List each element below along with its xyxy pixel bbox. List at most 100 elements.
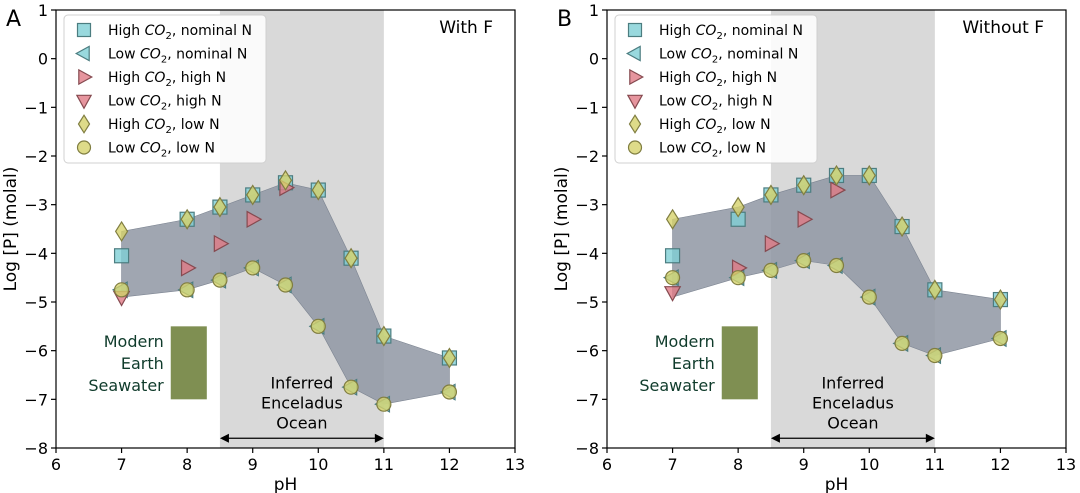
legend-entry: High CO2, high N <box>108 70 226 89</box>
y-tick-label: −2 <box>24 147 48 166</box>
data-point <box>894 335 910 351</box>
y-tick-label: 1 <box>38 1 48 20</box>
enceladus-arrow-right-head <box>374 433 384 443</box>
panel-title: With F <box>439 18 493 38</box>
data-point <box>113 282 130 298</box>
enceladus-label-line: Inferred <box>821 373 884 392</box>
y-tick-label: −1 <box>575 98 599 117</box>
data-point <box>763 262 779 278</box>
x-tick-label: 8 <box>182 455 192 474</box>
data-point <box>245 260 261 276</box>
seawater-label-line: Modern <box>655 332 715 351</box>
panel-title: Without F <box>962 18 1044 38</box>
y-axis-label: Log [P] (molal) <box>552 167 572 292</box>
data-point <box>179 282 195 298</box>
legend-entry: High CO2, nominal N <box>659 23 803 42</box>
enceladus-arrow-left-head <box>219 433 229 443</box>
legend-marker <box>76 140 92 155</box>
data-point <box>730 270 746 286</box>
seawater-label-line: Modern <box>104 332 164 351</box>
data-point <box>344 247 358 269</box>
x-tick-label: 6 <box>602 455 612 474</box>
legend-marker <box>626 94 644 110</box>
panel-b: Modern Earth Seawater InferredEnceladusOcea… <box>552 1 1076 493</box>
data-point <box>862 164 876 187</box>
x-tick-label: 8 <box>733 455 743 474</box>
x-tick-label: 12 <box>439 455 459 474</box>
data-point <box>664 270 681 286</box>
data-point <box>830 181 847 199</box>
y-axis-label: Log [P] (molal) <box>1 167 21 292</box>
x-axis-label: pH <box>825 475 849 493</box>
data-point <box>113 248 130 264</box>
data-point <box>796 253 812 269</box>
data-point <box>928 279 942 301</box>
data-point <box>442 347 457 369</box>
panel-label: A <box>6 7 21 32</box>
legend-marker <box>76 22 92 38</box>
legend-entry: High CO2, low N <box>108 117 220 136</box>
enceladus-label-line: Enceladus <box>261 393 343 412</box>
data-point <box>663 286 682 302</box>
y-tick-label: −5 <box>575 293 599 312</box>
y-tick-label: −4 <box>575 244 599 263</box>
axes-frame <box>55 9 516 449</box>
data-point <box>278 169 293 191</box>
data-point <box>180 259 197 277</box>
x-tick-label: 13 <box>505 455 525 474</box>
data-point <box>828 257 845 274</box>
enceladus-arrow-right-head <box>925 433 935 443</box>
data-point <box>441 384 458 400</box>
seawater-label-line: Seawater <box>639 376 715 395</box>
panel-a: Modern Earth Seawater InferredEnceladusOcea… <box>1 1 525 493</box>
data-point <box>829 164 844 187</box>
legend-marker <box>78 68 94 86</box>
y-tick-label: −8 <box>24 439 48 458</box>
data-point <box>377 325 391 347</box>
legend-entry: Low CO2, high N <box>108 94 222 113</box>
legend-box <box>614 14 818 164</box>
legend-marker <box>74 45 90 62</box>
data-point <box>764 184 778 206</box>
data-point <box>246 210 263 228</box>
y-tick-label: −6 <box>575 342 599 361</box>
legend-entry: Low CO2, nominal N <box>108 47 247 66</box>
data-point <box>213 196 227 218</box>
legend-entry: High CO2, high N <box>659 70 777 89</box>
legend-entry: Low CO2, high N <box>659 94 773 113</box>
legend-marker <box>628 114 642 134</box>
data-point <box>213 234 230 253</box>
data-point <box>310 318 326 334</box>
seawater-label-line: Earth <box>121 354 164 373</box>
legend-marker <box>627 140 643 155</box>
data-point <box>246 184 260 206</box>
y-tick-label: −4 <box>24 244 48 263</box>
enceladus-label-line: Inferred <box>270 373 333 392</box>
seawater-label-line: Earth <box>672 354 715 373</box>
y-tick-label: −1 <box>24 98 48 117</box>
x-tick-label: 10 <box>859 455 879 474</box>
data-point <box>764 234 781 253</box>
seawater-label-line: Seawater <box>88 376 164 395</box>
data-point <box>343 379 359 395</box>
x-tick-label: 13 <box>1056 455 1076 474</box>
data-point <box>731 196 745 218</box>
axes-frame <box>606 9 1067 449</box>
data-point <box>664 248 681 264</box>
enceladus-label-line: Ocean <box>276 413 327 432</box>
x-tick-label: 7 <box>116 455 126 474</box>
modern-seawater-box <box>170 326 207 400</box>
data-point <box>797 174 811 196</box>
x-tick-label: 12 <box>990 455 1010 474</box>
legend-marker <box>629 68 645 86</box>
enceladus-label-line: Ocean <box>827 413 878 432</box>
data-point <box>992 330 1009 347</box>
legend-entry: High CO2, nominal N <box>108 23 252 42</box>
data-point <box>797 210 814 228</box>
data-point <box>311 179 325 201</box>
legend-entry: High CO2, low N <box>659 117 771 136</box>
data-point <box>927 347 943 364</box>
y-tick-label: −2 <box>575 147 599 166</box>
y-tick-label: 0 <box>38 50 48 69</box>
data-point <box>180 208 194 230</box>
